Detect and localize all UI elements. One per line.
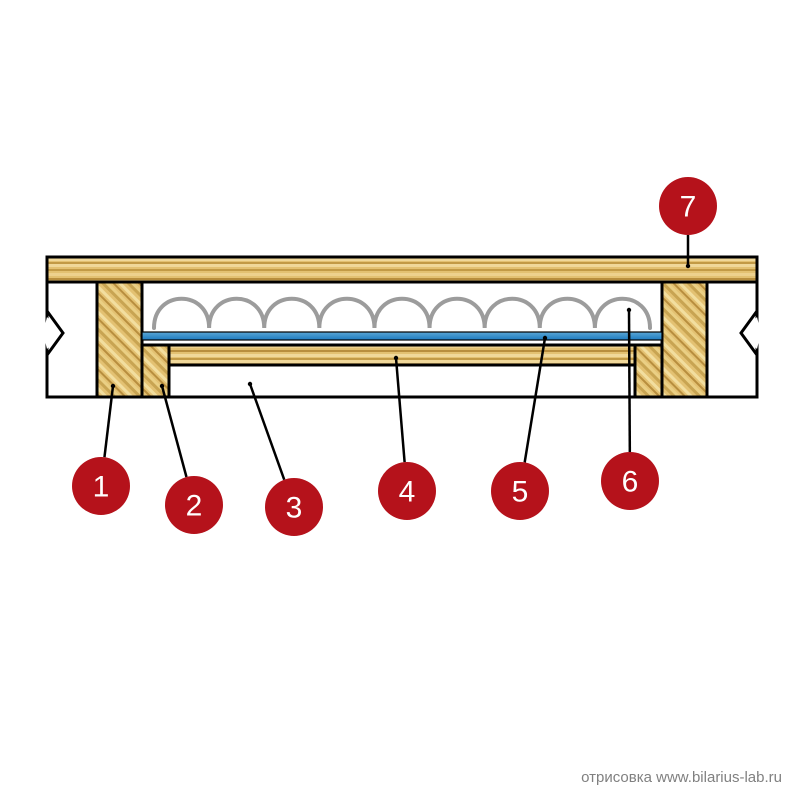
callout-anchor-1: [111, 384, 115, 388]
joist-right: [662, 282, 707, 397]
callout-label-1: 1: [93, 471, 110, 504]
diagram-canvas: 1 2 3 4 5 6 7: [0, 0, 800, 800]
callout-leader-2: [162, 386, 186, 477]
joist-left: [97, 282, 142, 397]
callout-anchor-7: [686, 264, 690, 268]
callout-label-3: 3: [286, 492, 303, 525]
callout-6: 6: [601, 452, 659, 510]
callout-5: 5: [491, 462, 549, 520]
batten-right: [635, 345, 662, 397]
callout-anchor-2: [160, 384, 164, 388]
callout-label-4: 4: [399, 476, 416, 509]
callout-label-5: 5: [512, 476, 529, 509]
callout-anchor-3: [248, 382, 252, 386]
callout-2: 2: [165, 476, 223, 534]
callout-anchor-5: [543, 336, 547, 340]
callout-anchor-6: [627, 308, 631, 312]
callout-label-7: 7: [680, 191, 697, 224]
top-floorboard: [47, 257, 757, 282]
membrane: [142, 332, 662, 340]
callout-1: 1: [72, 457, 130, 515]
callout-anchor-4: [394, 356, 398, 360]
callout-3: 3: [265, 478, 323, 536]
batten-left: [142, 345, 169, 397]
callout-leader-6: [629, 310, 630, 452]
callout-label-2: 2: [186, 490, 203, 523]
bottom-subfloor: [169, 345, 635, 365]
callout-7: 7: [659, 177, 717, 235]
callout-4: 4: [378, 462, 436, 520]
credit-text: отрисовка www.bilarius-lab.ru: [581, 769, 782, 786]
callout-label-6: 6: [622, 466, 639, 499]
